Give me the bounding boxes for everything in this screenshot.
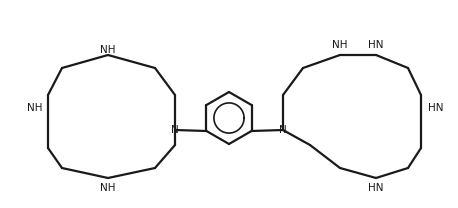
Text: NH: NH [100,183,116,193]
Text: N: N [279,125,287,135]
Text: NH: NH [27,103,43,113]
Text: NH: NH [100,45,116,55]
Text: N: N [171,125,179,135]
Text: HN: HN [368,40,384,50]
Text: HN: HN [368,183,384,193]
Text: NH: NH [332,40,348,50]
Text: HN: HN [428,103,443,113]
